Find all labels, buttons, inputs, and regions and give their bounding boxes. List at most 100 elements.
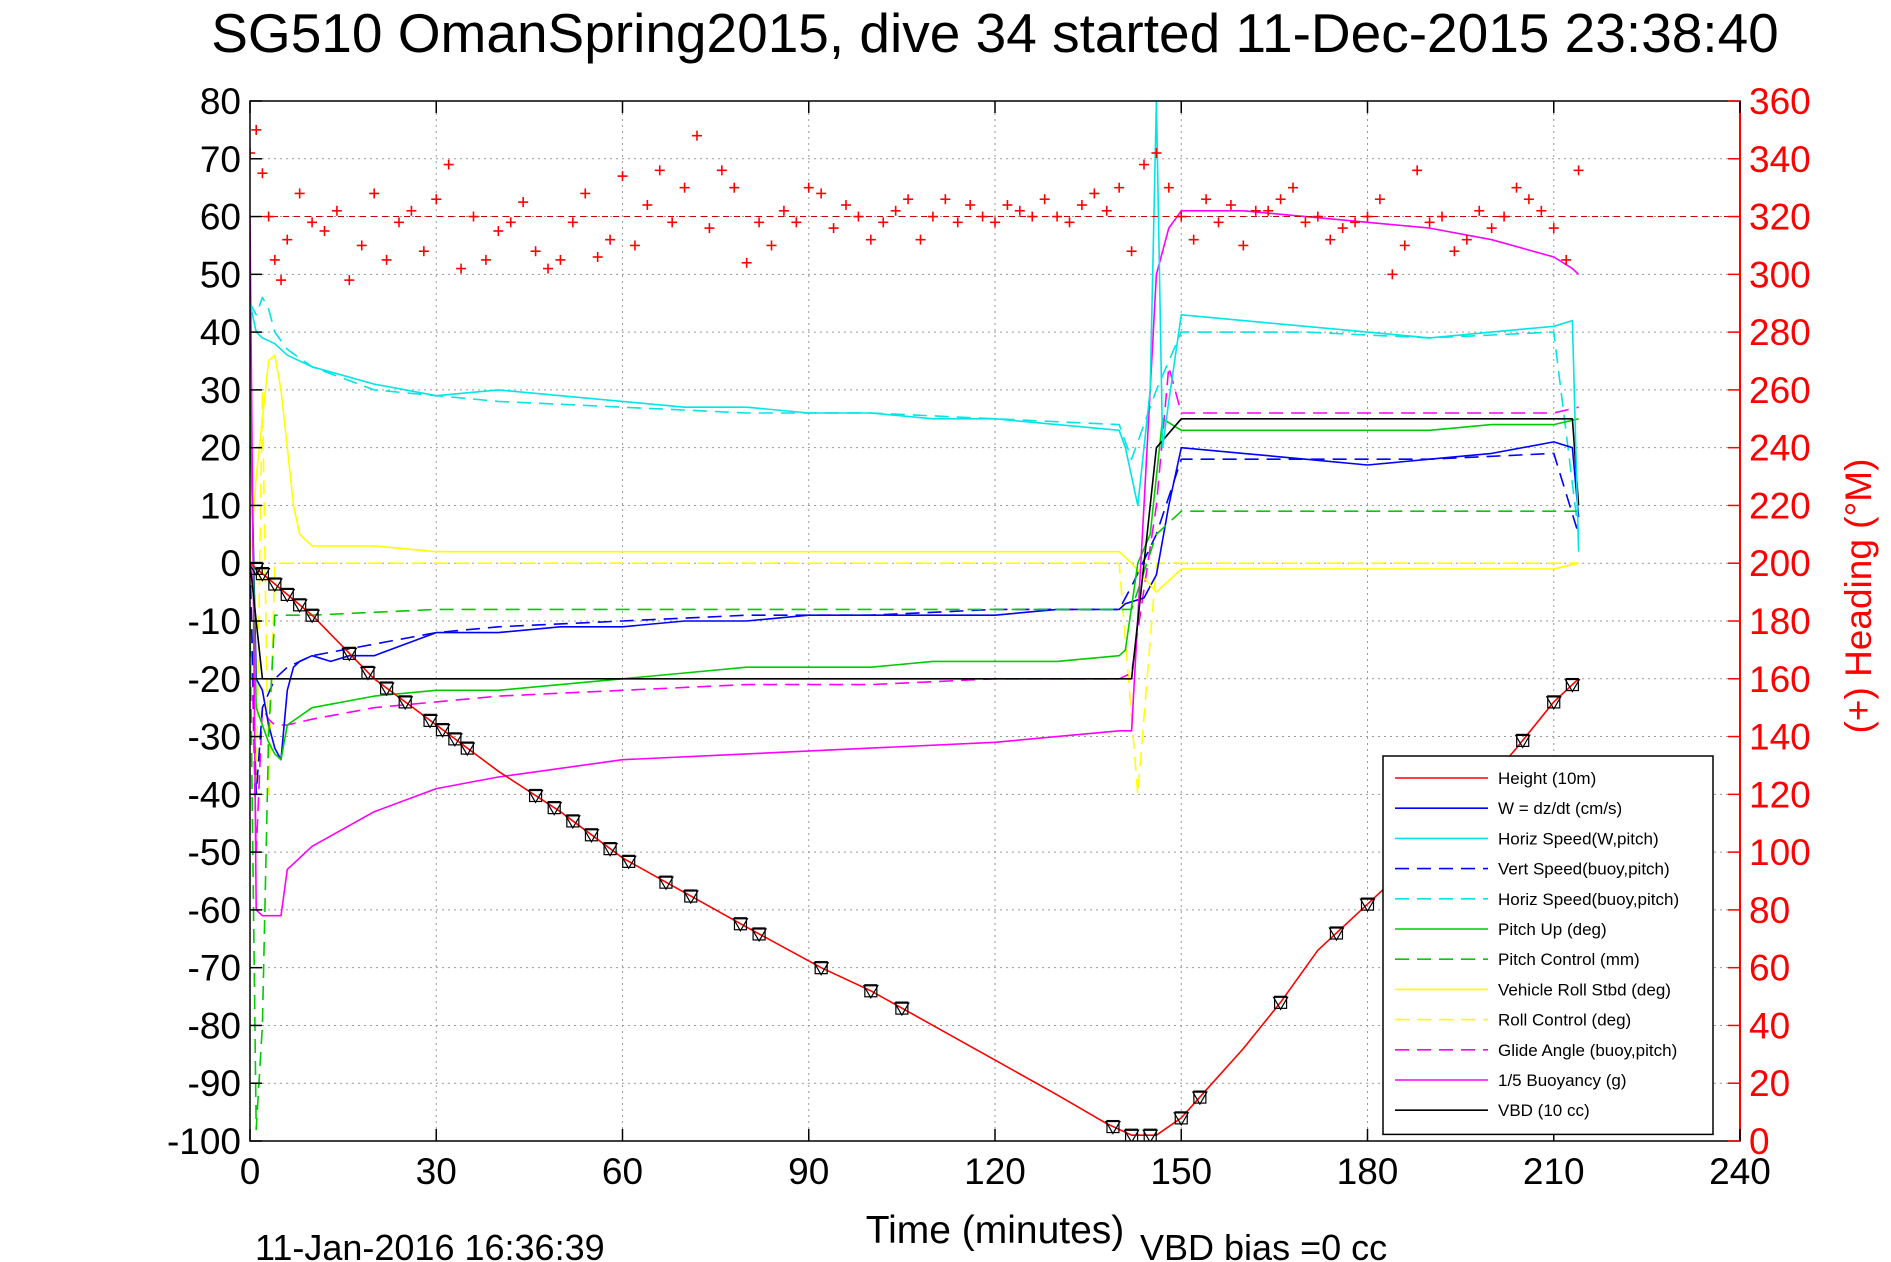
series-line-pitch-up-deg xyxy=(250,389,1579,761)
series-line-horiz-speed-w-pitch xyxy=(250,101,1580,552)
heading-point xyxy=(952,217,963,228)
footer-date: 11-Jan-2016 16:36:39 xyxy=(255,1227,605,1262)
y-tick-label-left: 70 xyxy=(200,139,241,180)
x-tick-label: 0 xyxy=(240,1151,261,1192)
heading-point xyxy=(1213,217,1224,228)
heading-point xyxy=(1188,234,1199,245)
heading-point xyxy=(1437,211,1447,222)
heading-point xyxy=(269,254,280,265)
legend-label: Vehicle Roll Stbd (deg) xyxy=(1498,980,1671,999)
depth-marker xyxy=(397,695,414,711)
depth-marker xyxy=(1545,695,1562,711)
legend-label: Roll Control (deg) xyxy=(1498,1011,1631,1030)
depth-marker xyxy=(620,854,637,870)
depth-marker xyxy=(682,889,699,905)
heading-point xyxy=(530,246,541,257)
heading-point xyxy=(853,211,864,222)
heading-point xyxy=(754,217,765,228)
legend-item-vbd-10-cc: VBD (10 cc) xyxy=(1395,1101,1590,1120)
y-tick-label-left: 50 xyxy=(200,254,241,295)
depth-marker xyxy=(279,587,296,603)
depth-marker xyxy=(304,608,321,624)
heading-point xyxy=(704,223,715,234)
heading-point xyxy=(1139,159,1149,170)
heading-point xyxy=(1076,200,1087,210)
heading-point xyxy=(307,217,318,228)
heading-point xyxy=(250,148,255,158)
y-tick-label-right: 160 xyxy=(1749,659,1811,700)
legend-item-horiz-speed-buoy-pitch: Horiz Speed(buoy,pitch) xyxy=(1395,890,1679,909)
heading-point xyxy=(679,182,690,193)
heading-point xyxy=(468,211,479,222)
depth-marker xyxy=(1272,995,1289,1011)
y-tick-label-left: -10 xyxy=(188,601,241,642)
depth-marker xyxy=(291,598,308,614)
y-tick-label-left: 80 xyxy=(200,81,241,122)
y-tick-label-left: 0 xyxy=(220,543,241,584)
y-tick-label-right: 60 xyxy=(1749,948,1790,989)
y-tick-label-left: 40 xyxy=(200,312,241,353)
heading-point xyxy=(1548,223,1559,234)
x-tick-label: 60 xyxy=(602,1151,643,1192)
y-tick-label-left: -60 xyxy=(188,890,241,931)
heading-point xyxy=(1126,246,1137,257)
heading-point xyxy=(1263,205,1274,216)
legend-label: Pitch Control (mm) xyxy=(1498,950,1640,969)
depth-marker xyxy=(862,984,879,999)
legend-item-roll-control-deg: Roll Control (deg) xyxy=(1395,1011,1631,1030)
depth-marker xyxy=(602,842,619,857)
legend-item-glide-angle-buoy-pitch: Glide Angle (buoy,pitch) xyxy=(1395,1041,1677,1060)
heading-point xyxy=(654,165,665,176)
y-tick-label-left: -70 xyxy=(188,948,241,989)
x-tick-label: 30 xyxy=(416,1151,457,1192)
heading-point xyxy=(276,275,287,286)
heading-point xyxy=(1573,165,1584,176)
x-tick-label: 150 xyxy=(1150,1151,1212,1192)
legend-item-pitch-control-mm: Pitch Control (mm) xyxy=(1395,950,1640,969)
heading-point xyxy=(406,205,417,216)
y-tick-label-right: 120 xyxy=(1749,774,1811,815)
depth-marker xyxy=(341,646,358,662)
heading-point xyxy=(1536,205,1547,216)
heading-point xyxy=(1064,217,1075,228)
heading-point xyxy=(1486,223,1497,234)
right-axis-label: (+) Heading (°M) xyxy=(1838,459,1879,734)
depth-marker xyxy=(1123,1128,1140,1141)
heading-point xyxy=(1250,205,1261,216)
heading-point xyxy=(741,257,752,268)
depth-marker xyxy=(266,577,283,593)
x-tick-label: 240 xyxy=(1709,1151,1771,1192)
depth-marker xyxy=(446,732,463,748)
heading-point xyxy=(319,226,330,236)
chart-title: SG510 OmanSpring2015, dive 34 started 11… xyxy=(211,2,1779,64)
x-axis-label: Time (minutes) xyxy=(866,1209,1125,1252)
y-tick-label-left: 60 xyxy=(200,197,241,238)
depth-marker xyxy=(564,814,581,830)
series-line-w-dz-dt-cm-s xyxy=(250,389,1580,761)
heading-point xyxy=(1089,188,1100,199)
legend-box xyxy=(1382,755,1714,1136)
heading-point xyxy=(1325,234,1336,245)
legend-label: Horiz Speed(buoy,pitch) xyxy=(1498,890,1679,909)
heading-point xyxy=(1014,205,1025,216)
depth-marker xyxy=(1173,1111,1190,1127)
depth-marker xyxy=(583,828,600,843)
legend-item-pitch-up-deg: Pitch Up (deg) xyxy=(1395,920,1607,939)
legend-label: VBD (10 cc) xyxy=(1498,1101,1590,1120)
heading-point xyxy=(729,182,740,193)
y-tick-label-left: -50 xyxy=(188,832,241,873)
heading-point xyxy=(803,182,814,193)
heading-point xyxy=(1412,165,1423,176)
depth-marker xyxy=(527,788,544,804)
legend-label: Glide Angle (buoy,pitch) xyxy=(1498,1041,1677,1060)
heading-point xyxy=(778,205,789,216)
series-line-pitch-control-mm xyxy=(250,510,1579,1131)
heading-point xyxy=(456,263,467,274)
heading-point xyxy=(1449,246,1460,257)
heading-point xyxy=(915,234,926,245)
y-tick-label-right: 300 xyxy=(1749,254,1811,295)
heading-point xyxy=(1337,223,1348,234)
heading-point xyxy=(344,275,355,286)
heading-point xyxy=(1225,200,1236,210)
